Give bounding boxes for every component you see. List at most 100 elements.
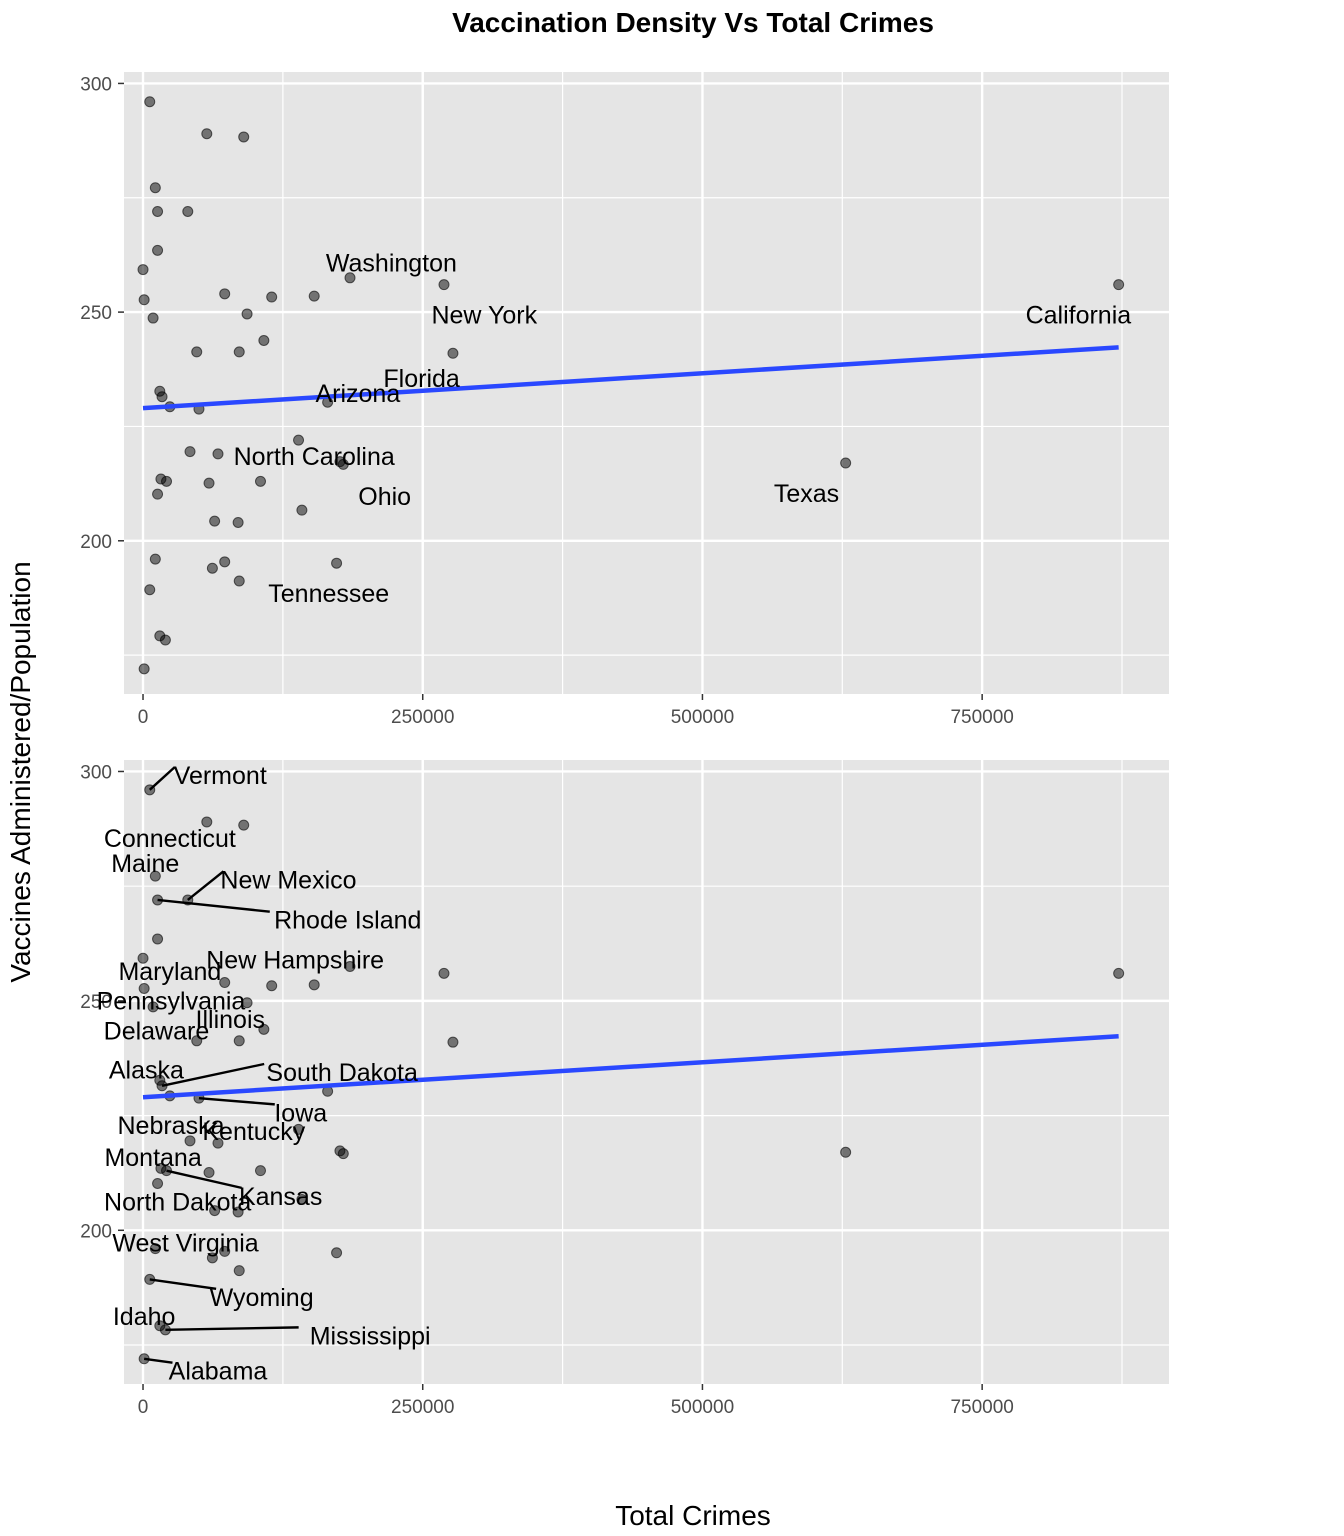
point-label: Montana bbox=[104, 1144, 201, 1172]
x-tick-label: 250000 bbox=[391, 707, 454, 728]
label-leader-line bbox=[149, 1278, 217, 1291]
data-point bbox=[258, 1023, 270, 1035]
data-point bbox=[152, 205, 164, 217]
point-label: California bbox=[1026, 301, 1132, 329]
data-point bbox=[308, 290, 320, 302]
data-point bbox=[149, 1243, 161, 1255]
data-point bbox=[156, 391, 168, 403]
data-point bbox=[447, 1036, 459, 1048]
data-point bbox=[184, 1135, 196, 1147]
data-point bbox=[147, 312, 159, 324]
data-point bbox=[238, 131, 250, 143]
data-point bbox=[293, 434, 305, 446]
y-tick-label: 250 bbox=[80, 303, 112, 324]
label-leader-line bbox=[166, 1169, 242, 1190]
point-label: Vermont bbox=[174, 762, 267, 790]
data-point bbox=[144, 96, 156, 108]
data-point bbox=[203, 477, 215, 489]
data-point bbox=[296, 504, 308, 516]
data-point bbox=[266, 291, 278, 303]
x-tick-label: 0 bbox=[138, 1397, 149, 1418]
data-point bbox=[147, 1001, 159, 1013]
data-point bbox=[144, 784, 156, 796]
data-point bbox=[219, 556, 231, 568]
label-leader-line bbox=[165, 1326, 299, 1332]
data-point bbox=[149, 553, 161, 565]
data-point bbox=[438, 279, 450, 291]
data-point bbox=[238, 819, 250, 831]
data-point bbox=[233, 346, 245, 358]
data-point bbox=[840, 1146, 852, 1158]
point-label: Kentucky bbox=[202, 1118, 305, 1146]
point-label: Pennsylvania bbox=[97, 987, 246, 1015]
data-point bbox=[137, 952, 149, 964]
data-point bbox=[152, 488, 164, 500]
data-point bbox=[233, 1265, 245, 1277]
data-point bbox=[438, 967, 450, 979]
trend-line bbox=[142, 1033, 1119, 1100]
data-point bbox=[233, 1035, 245, 1047]
data-point bbox=[191, 346, 203, 358]
data-point bbox=[203, 1166, 215, 1178]
label-leader-line bbox=[161, 1062, 265, 1087]
data-point bbox=[138, 294, 150, 306]
point-label: Nebraska bbox=[117, 1112, 224, 1140]
point-label: West Virginia bbox=[112, 1230, 258, 1258]
panel-top: 0 250000 500000 750000 200 250 300 Washington Ne… bbox=[80, 72, 1169, 728]
data-point bbox=[219, 288, 231, 300]
point-label: Delaware bbox=[104, 1018, 210, 1046]
point-label: Idaho bbox=[113, 1303, 176, 1331]
data-point bbox=[191, 1035, 203, 1047]
plot-background bbox=[124, 72, 1169, 694]
data-point bbox=[144, 1273, 156, 1285]
data-point bbox=[159, 634, 171, 646]
data-point bbox=[233, 575, 245, 587]
data-point bbox=[149, 182, 161, 194]
data-point bbox=[344, 960, 356, 972]
data-point bbox=[206, 1252, 218, 1264]
data-point bbox=[184, 446, 196, 458]
data-point bbox=[254, 475, 266, 487]
data-point bbox=[182, 205, 194, 217]
point-label: Maryland bbox=[118, 958, 221, 986]
point-label: Mississippi bbox=[310, 1322, 431, 1350]
point-label: Texas bbox=[774, 480, 839, 508]
data-point bbox=[138, 663, 150, 675]
point-label: Kansas bbox=[239, 1183, 322, 1211]
data-point bbox=[337, 1148, 349, 1160]
data-point bbox=[232, 1206, 244, 1218]
data-point bbox=[144, 584, 156, 596]
point-label: North Dakota bbox=[104, 1188, 251, 1216]
point-label: Connecticut bbox=[104, 825, 236, 853]
x-tick-label: 0 bbox=[138, 707, 149, 728]
data-point bbox=[201, 128, 213, 140]
point-label: Ohio bbox=[358, 483, 411, 511]
label-leader-line bbox=[157, 898, 270, 913]
x-axis-title: Total Crimes bbox=[615, 1500, 771, 1531]
data-point bbox=[159, 1324, 171, 1336]
data-point bbox=[1113, 279, 1125, 291]
x-tick-label: 750000 bbox=[950, 707, 1013, 728]
data-point bbox=[161, 1165, 173, 1177]
data-point bbox=[331, 557, 343, 569]
point-label: New Hampshire bbox=[206, 947, 384, 975]
data-point bbox=[308, 979, 320, 991]
label-leader-line bbox=[198, 1096, 275, 1106]
label-leader-line bbox=[187, 870, 225, 901]
label-leader-line bbox=[148, 766, 176, 791]
data-point bbox=[266, 980, 278, 992]
data-point bbox=[201, 816, 213, 828]
chart-title: Vaccination Density Vs Total Crimes bbox=[452, 7, 934, 38]
x-tick-label: 250000 bbox=[391, 1397, 454, 1418]
point-label: Florida bbox=[383, 365, 460, 393]
data-point bbox=[344, 272, 356, 284]
data-point bbox=[447, 347, 459, 359]
data-point bbox=[209, 515, 221, 527]
data-point bbox=[149, 870, 161, 882]
panel-bottom: 0 250000 500000 750000 200 250 300 Vermont Conne… bbox=[80, 760, 1169, 1418]
y-axis-title: Vaccines Administered/Population bbox=[5, 561, 36, 982]
point-label: Wyoming bbox=[210, 1284, 314, 1312]
point-label: Washington bbox=[326, 250, 457, 278]
data-point bbox=[152, 894, 164, 906]
data-point bbox=[232, 516, 244, 528]
